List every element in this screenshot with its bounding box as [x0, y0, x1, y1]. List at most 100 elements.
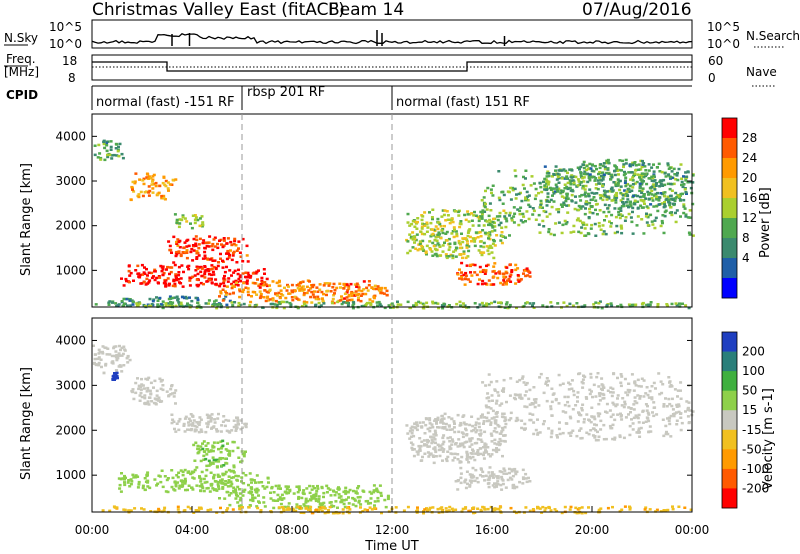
heatmap-cell: [654, 195, 658, 198]
heatmap-cell: [640, 189, 644, 192]
heatmap-cell: [537, 223, 541, 226]
heatmap-cell: [556, 175, 560, 178]
heatmap-cell: [328, 488, 332, 491]
heatmap-cell: [232, 471, 236, 474]
heatmap-cell: [224, 461, 228, 465]
heatmap-cell: [493, 485, 497, 489]
heatmap-cell: [97, 361, 101, 365]
heatmap-cell: [611, 423, 615, 427]
heatmap-cell: [515, 416, 519, 420]
heatmap-cell: [577, 412, 581, 415]
heatmap-cell: [592, 196, 596, 199]
heatmap-cell: [165, 268, 168, 271]
heatmap-cell: [258, 290, 262, 293]
heatmap-cell: [237, 240, 241, 243]
heatmap-cell: [487, 302, 491, 306]
heatmap-cell: [566, 181, 570, 185]
heatmap-cell: [541, 304, 545, 307]
heatmap-cell: [468, 213, 472, 216]
heatmap-cell: [199, 489, 203, 493]
heatmap-cell: [451, 459, 455, 462]
heatmap-cell: [225, 257, 229, 261]
heatmap-cell: [378, 289, 382, 293]
heatmap-cell: [221, 288, 225, 291]
heatmap-cell: [587, 194, 591, 198]
heatmap-cell: [675, 423, 679, 426]
heatmap-cell: [198, 448, 202, 452]
heatmap-cell: [636, 215, 640, 218]
heatmap-cell: [603, 191, 607, 194]
heatmap-cell: [418, 242, 422, 246]
heatmap-cell: [173, 481, 177, 484]
heatmap-cell: [226, 280, 230, 283]
heatmap-cell: [240, 476, 244, 479]
heatmap-cell: [670, 302, 674, 306]
heatmap-cell: [346, 289, 350, 292]
heatmap-cell: [464, 478, 468, 481]
heatmap-cell: [590, 175, 594, 179]
heatmap-cell: [216, 242, 219, 246]
heatmap-cell: [197, 246, 201, 250]
heatmap-cell: [436, 221, 440, 224]
heatmap-cell: [211, 456, 215, 459]
heatmap-cell: [249, 490, 252, 493]
heatmap-cell: [123, 481, 126, 484]
heatmap-cell: [491, 448, 495, 452]
date-label: 07/Aug/2016: [582, 0, 692, 20]
heatmap-cell: [347, 294, 351, 297]
heatmap-cell: [459, 421, 463, 425]
heatmap-cell: [662, 231, 666, 235]
heatmap-cell: [219, 447, 223, 450]
heatmap-cell: [607, 210, 611, 214]
heatmap-cell: [146, 471, 150, 474]
heatmap-cell: [550, 432, 554, 435]
colorbar-swatch: [722, 138, 737, 159]
heatmap-cell: [619, 209, 623, 212]
heatmap-cell: [296, 287, 300, 290]
heatmap-cell: [142, 271, 146, 274]
heatmap-cell: [216, 303, 220, 307]
heatmap-cell: [546, 384, 549, 387]
heatmap-cell: [190, 471, 194, 475]
heatmap-cell: [184, 304, 188, 308]
heatmap-cell: [223, 472, 227, 476]
heatmap-cell: [232, 425, 236, 429]
heatmap-cell: [480, 215, 484, 218]
heatmap-cell: [568, 415, 572, 419]
heatmap-cell: [159, 303, 163, 306]
heatmap-cell: [108, 353, 112, 356]
heatmap-cell: [289, 303, 293, 306]
heatmap-cell: [203, 254, 207, 257]
heatmap-cell: [577, 372, 580, 376]
heatmap-cell: [593, 222, 597, 226]
beam-label: Beam 14: [328, 0, 404, 20]
heatmap-cell: [425, 253, 428, 256]
heatmap-cell: [626, 194, 630, 198]
heatmap-cell: [164, 302, 168, 305]
heatmap-cell: [520, 419, 524, 422]
heatmap-cell: [572, 183, 576, 186]
heatmap-cell: [453, 456, 457, 459]
heatmap-cell: [589, 372, 593, 376]
heatmap-cell: [141, 384, 145, 387]
heatmap-cell: [440, 420, 444, 423]
heatmap-cell: [557, 373, 561, 377]
heatmap-cell: [580, 406, 584, 410]
heatmap-cell: [532, 509, 536, 512]
heatmap-cell: [206, 268, 210, 271]
heatmap-cell: [222, 237, 226, 240]
heatmap-cell: [253, 282, 257, 285]
heatmap-cell: [549, 509, 553, 512]
heatmap-cell: [552, 392, 556, 395]
heatmap-cell: [309, 287, 313, 290]
heatmap-cell: [589, 420, 593, 424]
nsky-trace: [91, 30, 693, 46]
heatmap-cell: [341, 508, 345, 511]
heatmap-cell: [554, 169, 557, 172]
heatmap-cell: [659, 380, 663, 383]
heatmap-cell: [666, 162, 670, 165]
heatmap-cell: [142, 508, 146, 511]
heatmap-cell: [194, 242, 198, 245]
heatmap-cell: [543, 177, 547, 181]
heatmap-cell: [244, 271, 248, 274]
